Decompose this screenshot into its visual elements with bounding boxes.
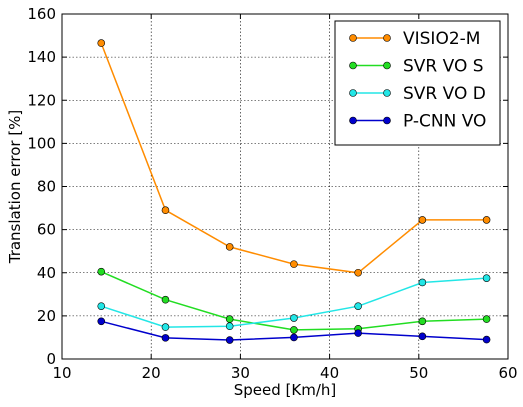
data-point-visio2-m xyxy=(354,268,362,277)
data-point-p-cnn-vo xyxy=(418,332,427,341)
legend-marker xyxy=(383,116,391,125)
legend-marker xyxy=(349,116,357,125)
y-tick-label: 40 xyxy=(37,264,56,282)
data-point-svr-vo-d xyxy=(161,323,170,331)
legend-marker xyxy=(383,34,391,42)
data-point-svr-vo-d xyxy=(354,302,362,310)
legend-marker xyxy=(349,34,357,42)
x-tick-label: 50 xyxy=(409,364,428,382)
y-tick-label: 100 xyxy=(27,134,56,152)
data-point-svr-vo-s xyxy=(225,315,234,323)
legend-marker xyxy=(383,61,391,70)
legend-label-svr-vo-s: SVR VO S xyxy=(403,57,484,77)
data-point-p-cnn-vo xyxy=(225,336,234,344)
data-point-svr-vo-d xyxy=(482,274,491,282)
data-point-svr-vo-s xyxy=(482,315,491,323)
data-point-visio2-m xyxy=(482,216,491,224)
y-tick-label: 0 xyxy=(46,350,56,368)
legend: VISIO2-M SVR VO S SVR VO D P-CNN VO xyxy=(334,20,501,146)
y-tick-label: 120 xyxy=(27,91,56,109)
legend-label-visio2-m: VISIO2-M xyxy=(403,29,480,49)
legend-label-svr-vo-d: SVR VO D xyxy=(403,84,486,104)
data-point-svr-vo-s xyxy=(97,267,106,276)
ticks: 10 20 30 40 50 60 0 20 40 60 80 100 120 140 160 xyxy=(27,5,517,382)
x-tick-label: 60 xyxy=(498,364,517,382)
legend-marker xyxy=(349,61,357,70)
data-point-p-cnn-vo xyxy=(290,333,298,342)
data-point-visio2-m xyxy=(418,216,427,224)
y-axis-label: Translation error [%] xyxy=(6,110,24,265)
data-point-visio2-m xyxy=(97,39,106,47)
legend-marker xyxy=(349,89,357,97)
data-point-svr-vo-d xyxy=(290,314,298,322)
x-tick-label: 40 xyxy=(320,364,339,382)
y-tick-label: 20 xyxy=(37,307,56,325)
legend-marker xyxy=(383,89,391,97)
data-point-p-cnn-vo xyxy=(97,317,106,326)
x-tick-label: 30 xyxy=(231,364,250,382)
data-point-p-cnn-vo xyxy=(354,329,362,337)
data-point-p-cnn-vo xyxy=(161,334,170,342)
y-tick-label: 160 xyxy=(27,5,56,23)
data-point-visio2-m xyxy=(290,260,298,268)
data-point-svr-vo-d xyxy=(225,322,234,331)
data-point-svr-vo-d xyxy=(97,302,106,310)
data-point-svr-vo-s xyxy=(290,326,298,334)
data-point-svr-vo-s xyxy=(418,317,427,326)
x-axis-label: Speed [Km/h] xyxy=(234,381,337,399)
data-point-p-cnn-vo xyxy=(482,335,491,344)
legend-label-p-cnn-vo: P-CNN VO xyxy=(403,112,486,132)
x-tick-label: 10 xyxy=(52,364,71,382)
data-point-svr-vo-d xyxy=(418,278,427,287)
series-layer xyxy=(97,39,491,344)
data-point-svr-vo-s xyxy=(161,295,170,304)
y-tick-label: 80 xyxy=(37,178,56,196)
data-point-visio2-m xyxy=(161,206,170,215)
y-tick-label: 60 xyxy=(37,221,56,239)
y-tick-label: 140 xyxy=(27,48,56,66)
legend-box xyxy=(334,20,501,146)
data-point-visio2-m xyxy=(225,243,234,251)
x-tick-label: 20 xyxy=(142,364,161,382)
